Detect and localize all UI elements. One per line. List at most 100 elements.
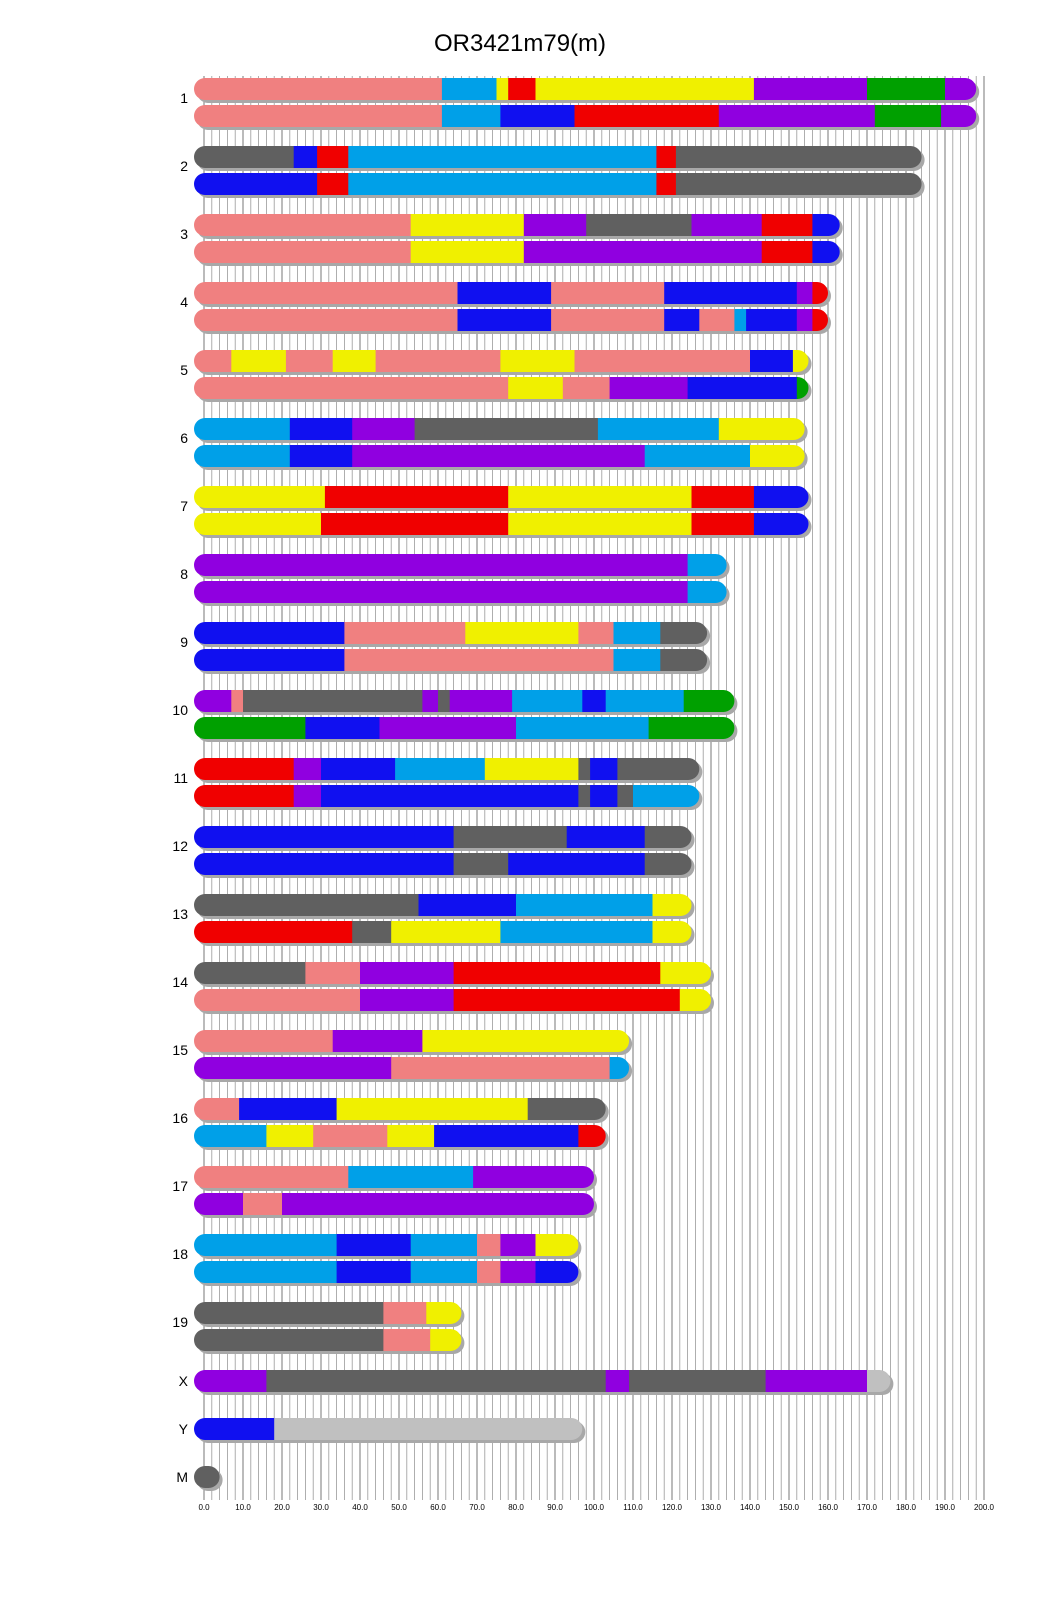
chromosome-label: Y <box>179 1421 189 1437</box>
segment-salmon <box>305 962 361 984</box>
segment-salmon <box>194 105 443 127</box>
segment-purple <box>500 1234 536 1256</box>
segment-purple <box>500 1261 536 1283</box>
segment-blue <box>418 894 517 916</box>
haplotype-bar <box>194 1030 630 1052</box>
segment-salmon <box>383 1302 427 1324</box>
segment-blue <box>194 853 455 875</box>
segment-yellow <box>496 78 509 100</box>
segment-green <box>867 78 946 100</box>
segment-green <box>874 105 942 127</box>
segment-yellow <box>500 350 575 372</box>
segment-purple <box>718 105 876 127</box>
chromosome-7: 7 <box>180 486 812 538</box>
segment-purple <box>352 445 646 467</box>
haplotype-bar <box>194 1166 594 1188</box>
haplotype-bar <box>194 350 809 372</box>
chromosome-15: 15 <box>172 1030 633 1082</box>
segment-darkgray <box>194 1302 384 1324</box>
haplotype-bar <box>194 1302 462 1324</box>
segment-red <box>317 146 349 168</box>
segment-blue <box>500 105 575 127</box>
segment-yellow <box>652 921 692 943</box>
haplotype-bar <box>194 1057 630 1079</box>
segment-yellow <box>336 1098 529 1120</box>
segment-purple <box>360 962 455 984</box>
chromosome-label: 16 <box>172 1110 188 1126</box>
segment-red <box>656 146 677 168</box>
segment-yellow <box>231 350 287 372</box>
chromosome-label: 13 <box>172 906 188 922</box>
haplotype-bar <box>194 826 692 848</box>
segment-purple <box>523 241 763 263</box>
segment-blue <box>566 826 646 848</box>
segment-red <box>317 173 349 195</box>
segment-salmon <box>194 241 412 263</box>
x-tick-label: 0.0 <box>198 1503 210 1512</box>
segment-blue <box>812 241 840 263</box>
segment-blue <box>321 758 396 780</box>
segment-skyblue <box>516 717 650 739</box>
segment-salmon <box>194 1030 334 1052</box>
segment-yellow <box>332 350 377 372</box>
segment-skyblue <box>644 445 751 467</box>
chromosome-8: 8 <box>180 554 730 606</box>
segment-green <box>194 717 306 739</box>
haplotype-bar <box>194 1261 579 1283</box>
chromosome-6: 6 <box>180 418 808 470</box>
segment-salmon <box>391 1057 611 1079</box>
segment-salmon <box>477 1261 501 1283</box>
haplotype-bar <box>194 486 809 508</box>
haplotype-bar <box>194 1370 891 1392</box>
haplotype-bar <box>194 1098 606 1120</box>
segment-blue <box>289 445 353 467</box>
segment-red <box>761 214 813 236</box>
segment-skyblue <box>613 649 661 671</box>
segment-yellow <box>679 989 711 1011</box>
segment-purple <box>352 418 416 440</box>
segment-blue <box>582 690 607 712</box>
chart-title: OR3421m79(m) <box>433 30 607 57</box>
segment-red <box>453 962 661 984</box>
chromosome-4: 4 <box>180 282 831 334</box>
segment-lightgray <box>867 1370 891 1392</box>
segment-blue <box>336 1234 412 1256</box>
segment-red <box>812 282 828 304</box>
x-tick-label: 70.0 <box>469 1503 485 1512</box>
segment-blue <box>194 826 455 848</box>
segment-darkgray <box>453 826 568 848</box>
haplotype-bar <box>194 1125 606 1147</box>
chromosome-label: 11 <box>173 770 188 786</box>
segment-salmon <box>194 1166 349 1188</box>
segment-purple <box>282 1193 594 1215</box>
segment-yellow <box>194 513 322 535</box>
x-tick-label: 10.0 <box>235 1503 251 1512</box>
haplotype-bar <box>194 554 727 576</box>
segment-salmon <box>194 377 509 399</box>
haplotype-bar <box>194 309 828 331</box>
segment-red <box>574 105 720 127</box>
x-tick-label: 60.0 <box>430 1503 446 1512</box>
segment-purple <box>194 690 232 712</box>
segment-salmon <box>562 377 611 399</box>
chromosome-1: 1 <box>180 78 980 130</box>
segment-darkgray <box>675 173 922 195</box>
segment-salmon <box>477 1234 501 1256</box>
segment-darkgray <box>194 1329 384 1351</box>
segment-salmon <box>578 622 614 644</box>
segment-blue <box>293 146 318 168</box>
x-tick-label: 150.0 <box>779 1503 800 1512</box>
chromosome-18: 18 <box>172 1234 582 1286</box>
segment-purple <box>449 690 513 712</box>
segment-salmon <box>194 309 458 331</box>
segment-skyblue <box>410 1234 478 1256</box>
segment-skyblue <box>687 581 727 603</box>
chromosome-label: 9 <box>180 634 188 650</box>
segment-purple <box>422 690 439 712</box>
segment-skyblue <box>348 1166 474 1188</box>
segment-skyblue <box>441 105 501 127</box>
chromosome-label: 15 <box>172 1042 188 1058</box>
segment-purple <box>379 717 517 739</box>
segment-purple <box>332 1030 423 1052</box>
segment-skyblue <box>410 1261 478 1283</box>
